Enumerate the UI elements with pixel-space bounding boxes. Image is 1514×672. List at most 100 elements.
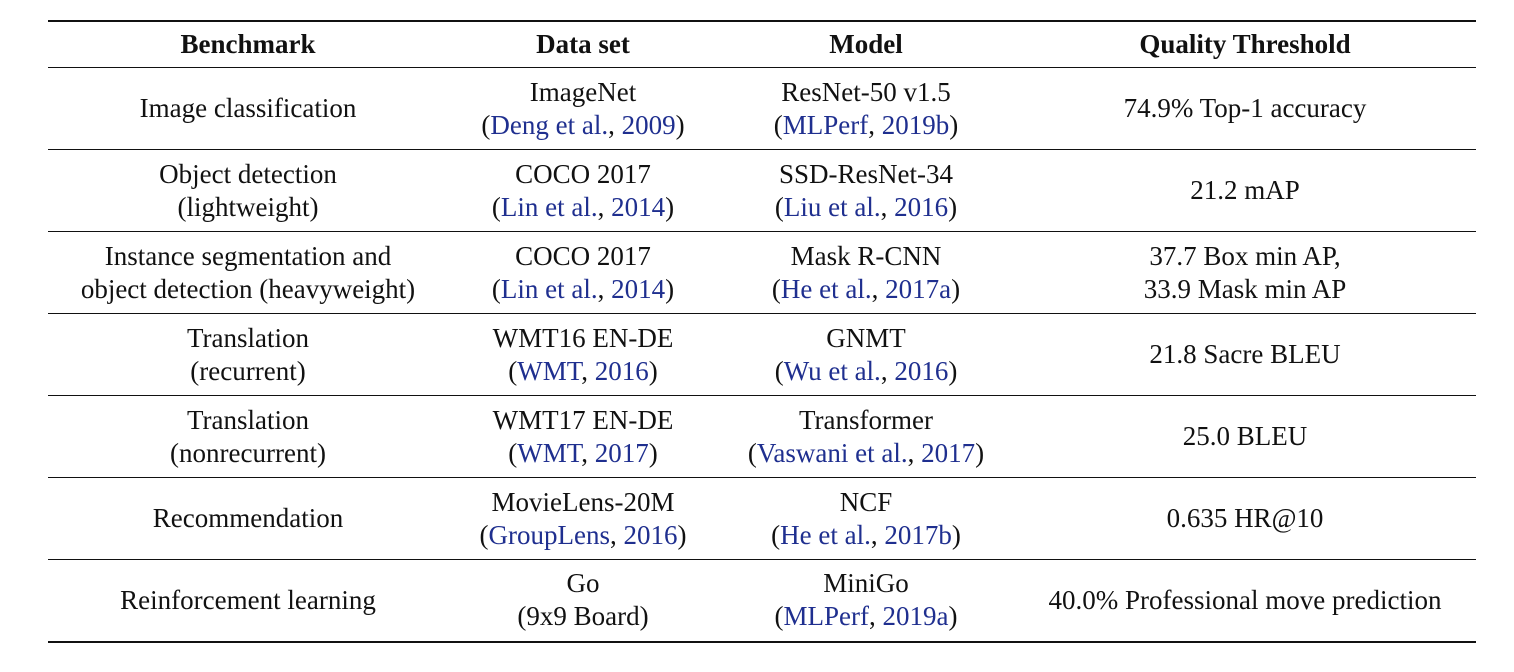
model-citation: (MLPerf, 2019a) [774,601,958,632]
citation-year-link[interactable]: 2016 [894,355,949,386]
cell-quality-threshold: 37.7 Box min AP, 33.9 Mask min AP [1014,232,1476,314]
model-citation: (He et al., 2017b) [771,519,961,550]
benchmark-text: Image classification [139,93,357,123]
threshold-text: 21.8 Sacre BLEU [1149,339,1341,369]
threshold-text: 33.9 Mask min AP [1143,273,1347,304]
dataset-name: WMT17 EN-DE [492,404,674,435]
dataset-name: COCO 2017 [515,158,651,189]
citation-author-link[interactable]: Vaswani et al. [756,437,908,468]
cell-model: Transformer (Vaswani et al., 2017) [718,396,1014,478]
dataset-name: WMT16 EN-DE [492,322,674,353]
model-name: NCF [839,486,893,517]
model-citation: (Vaswani et al., 2017) [747,437,985,468]
dataset-name: Go [566,568,600,599]
citation-year-link[interactable]: 2014 [611,191,666,222]
threshold-text: 40.0% Professional move prediction [1048,584,1442,615]
benchmark-text: (nonrecurrent) [170,437,326,468]
citation-year-link[interactable]: 2016 [894,191,949,222]
citation-year-link[interactable]: 2017a [885,273,952,304]
citation-author-link[interactable]: Deng et al. [490,109,609,140]
table-row: Translation (nonrecurrent) WMT17 EN-DE (WMT… [48,396,1476,478]
cell-model: GNMT (Wu et al., 2016) [718,314,1014,396]
benchmark-text: Reinforcement learning [120,584,376,615]
table-row: Image classification ImageNet (Deng et al.… [48,68,1476,150]
dataset-citation: (Lin et al., 2014) [491,273,675,304]
cell-benchmark: Reinforcement learning [48,560,448,642]
cell-dataset: Go (9x9 Board) [448,560,718,642]
header-dataset: Data set [536,29,630,59]
cell-dataset: WMT16 EN-DE (WMT, 2016) [448,314,718,396]
benchmark-text: Translation [186,404,309,435]
dataset-citation: (GroupLens, 2016) [479,519,687,550]
citation-year-link[interactable]: 2009 [621,109,676,140]
cell-quality-threshold: 21.2 mAP [1014,150,1476,232]
table-body: Image classification ImageNet (Deng et al.… [48,68,1476,642]
table-row: Instance segmentation and object detectio… [48,232,1476,314]
cell-quality-threshold: 21.8 Sacre BLEU [1014,314,1476,396]
citation-year-link[interactable]: 2017b [884,519,952,550]
citation-author-link[interactable]: WMT [517,437,582,468]
citation-author-link[interactable]: MLPerf [782,109,869,140]
citation-author-link[interactable]: He et al. [780,519,871,550]
dataset-name: MovieLens-20M [491,486,675,517]
dataset-name: ImageNet [529,76,637,107]
benchmark-text: Object detection [159,158,337,189]
cell-benchmark: Translation (nonrecurrent) [48,396,448,478]
threshold-text: 74.9% Top-1 accuracy [1123,93,1367,123]
cell-model: NCF (He et al., 2017b) [718,478,1014,560]
cell-benchmark: Translation (recurrent) [48,314,448,396]
citation-author-link[interactable]: WMT [517,355,582,386]
threshold-text: 25.0 BLEU [1182,421,1308,451]
table-row: Object detection (lightweight) COCO 2017 (L… [48,150,1476,232]
cell-benchmark: Object detection (lightweight) [48,150,448,232]
citation-author-link[interactable]: He et al. [780,273,872,304]
citation-year-link[interactable]: 2017 [594,437,649,468]
benchmark-table-container: Benchmark Data set Model Quality Thresho… [48,20,1476,643]
citation-year-link[interactable]: 2016 [623,519,678,550]
cell-dataset: MovieLens-20M (GroupLens, 2016) [448,478,718,560]
cell-model: ResNet-50 v1.5 (MLPerf, 2019b) [718,68,1014,150]
model-name: GNMT [826,322,906,353]
table-row: Reinforcement learning Go (9x9 Board) MiniG… [48,560,1476,642]
table-row: Translation (recurrent) WMT16 EN-DE (WMT, 2… [48,314,1476,396]
cell-model: MiniGo (MLPerf, 2019a) [718,560,1014,642]
threshold-text: 37.7 Box min AP, [1149,240,1341,271]
cell-dataset: COCO 2017 (Lin et al., 2014) [448,150,718,232]
citation-year-link[interactable]: 2014 [611,273,666,304]
citation-author-link[interactable]: MLPerf [783,601,869,632]
cell-benchmark: Image classification [48,68,448,150]
threshold-text: 0.635 HR@10 [1166,503,1324,533]
dataset-citation: (WMT, 2017) [508,437,658,468]
citation-year-link[interactable]: 2017 [921,437,976,468]
cell-model: SSD-ResNet-34 (Liu et al., 2016) [718,150,1014,232]
model-name: SSD-ResNet-34 [779,158,953,189]
citation-year-link[interactable]: 2019a [882,601,949,632]
header-benchmark: Benchmark [180,29,316,59]
dataset-name: COCO 2017 [515,240,651,271]
benchmark-text: object detection (heavyweight) [80,273,416,304]
cell-dataset: WMT17 EN-DE (WMT, 2017) [448,396,718,478]
citation-year-link[interactable]: 2016 [594,355,649,386]
citation-author-link[interactable]: Wu et al. [783,355,881,386]
cell-model: Mask R-CNN (He et al., 2017a) [718,232,1014,314]
cell-quality-threshold: 40.0% Professional move prediction [1014,560,1476,642]
cell-quality-threshold: 0.635 HR@10 [1014,478,1476,560]
benchmark-text: Recommendation [152,503,344,533]
citation-author-link[interactable]: Lin et al. [500,191,598,222]
model-name: MiniGo [823,568,909,599]
model-name: ResNet-50 v1.5 [781,76,951,107]
cell-dataset: ImageNet (Deng et al., 2009) [448,68,718,150]
citation-author-link[interactable]: Lin et al. [500,273,598,304]
dataset-detail: (9x9 Board) [517,601,649,632]
dataset-citation: (Deng et al., 2009) [481,109,685,140]
citation-author-link[interactable]: Liu et al. [783,191,881,222]
cell-benchmark: Recommendation [48,478,448,560]
citation-author-link[interactable]: GroupLens [488,519,610,550]
cell-quality-threshold: 25.0 BLEU [1014,396,1476,478]
header-quality-threshold: Quality Threshold [1139,29,1351,59]
dataset-citation: (WMT, 2016) [508,355,658,386]
table-header-row: Benchmark Data set Model Quality Thresho… [48,21,1476,68]
threshold-text: 21.2 mAP [1190,175,1300,205]
benchmark-text: (lightweight) [177,191,319,222]
citation-year-link[interactable]: 2019b [881,109,950,140]
